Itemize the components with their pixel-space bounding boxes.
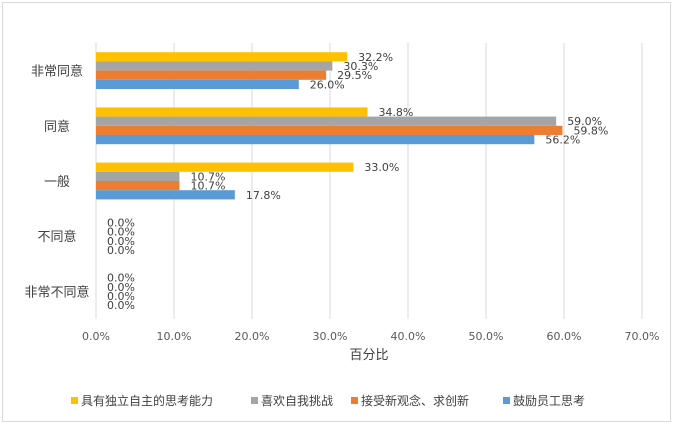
data-label: 26.0% [310,78,345,91]
data-label: 59.0% [567,115,602,128]
legend-label: 喜欢自我挑战 [261,393,333,408]
x-tick-label: 20.0% [235,330,270,343]
data-label: 0.0% [107,235,135,248]
data-label: 29.5% [337,69,372,82]
data-label: 32.2% [358,51,393,64]
bar [96,116,557,126]
legend-swatch [251,397,258,404]
legend-label: 鼓励员工思考 [513,394,585,408]
data-label: 59.8% [573,124,608,137]
data-label: 33.0% [364,161,399,174]
data-labels: 32.2%30.3%29.5%26.0% 34.8% 59.0%59.8%56.2%… [107,51,608,312]
data-label: 0.0% [107,281,135,294]
data-label: 56.2% [545,134,580,147]
category-label: 非常同意 [31,64,83,80]
legend-swatch [503,397,510,404]
data-label: 0.0% [107,272,135,285]
data-label: 0.0% [107,244,135,257]
data-label: 0.0% [107,216,135,229]
data-label: 30.3% [343,60,378,73]
legend-swatch [351,397,358,404]
legend-label: 接受新观念、求创新 [361,393,469,408]
bar [96,107,368,117]
data-label: 0.0% [107,226,135,239]
data-label: 0.0% [107,290,135,303]
legend: 具有独立自主的思考能力 喜欢自我挑战 接受新观念、求创新 鼓励员工思考 [71,393,585,408]
x-tick-label: 30.0% [313,330,348,343]
category-label: 不同意 [37,229,76,245]
bar [96,52,348,62]
category-label: 一般 [44,174,70,190]
data-label: 34.8% [378,106,413,119]
x-tick-label: 0.0% [82,330,110,343]
legend-swatch [71,397,78,404]
data-label: 0.0% [107,299,135,312]
bar [96,162,354,172]
x-tick-labels: 0.0% 10.0% 20.0% 30.0% 40.0% 50.0% 60.0% 70.0% [82,330,659,343]
legend-label: 具有独立自主的思考能力 [81,393,213,408]
bar [96,79,299,89]
data-label: 10.7% [190,170,225,183]
bar [96,125,563,135]
x-axis-title: 百分比 [349,348,388,363]
bar [96,135,535,145]
x-tick-label: 50.0% [469,330,504,343]
x-tick-label: 60.0% [547,330,582,343]
x-tick-label: 10.0% [157,330,192,343]
x-tick-label: 40.0% [391,330,426,343]
bar [96,190,235,200]
bar [96,181,180,191]
bar [96,61,333,71]
bar [96,70,327,80]
gridlines [95,43,643,319]
category-label: 非常不同意 [24,284,89,300]
data-label: 17.8% [246,189,281,202]
data-label: 10.7% [190,180,225,193]
x-tick-label: 70.0% [625,330,660,343]
category-label: 同意 [44,119,70,135]
bar [96,171,180,181]
bars [96,52,563,200]
